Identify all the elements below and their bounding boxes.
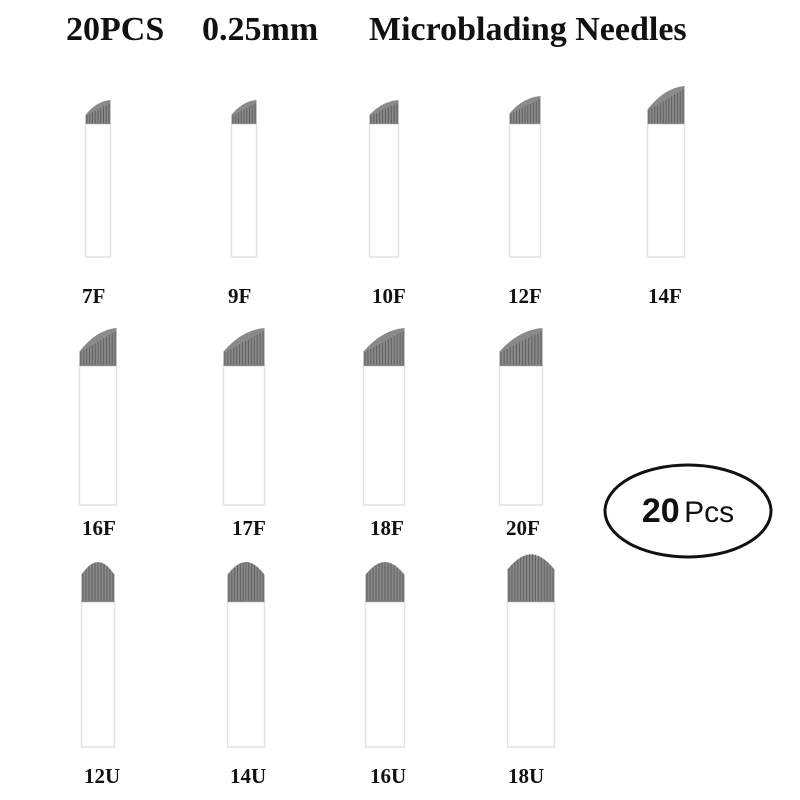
needle-label-14f: 14F bbox=[648, 284, 682, 308]
title-count: 20PCS bbox=[66, 11, 165, 48]
needle-label-16f: 16F bbox=[82, 516, 116, 540]
needle-blade bbox=[499, 328, 543, 366]
needle-graphic bbox=[80, 562, 116, 748]
needle-16f bbox=[78, 328, 118, 506]
needle-label-9f: 9F bbox=[228, 284, 252, 308]
quantity-badge: 20 Pcs bbox=[602, 462, 774, 560]
needle-handle bbox=[498, 365, 544, 506]
needle-handle bbox=[364, 601, 406, 748]
needle-handle bbox=[368, 123, 400, 258]
badge-oval bbox=[603, 463, 773, 559]
needle-label-20f: 20F bbox=[506, 516, 540, 540]
needle-blade bbox=[363, 328, 405, 366]
badge-number: 20 bbox=[641, 492, 680, 530]
needle-9f bbox=[230, 100, 258, 258]
needle-label-12u: 12U bbox=[84, 764, 121, 788]
needle-label-18f: 18F bbox=[370, 516, 404, 540]
needle-handle bbox=[230, 123, 258, 258]
needle-7f bbox=[84, 100, 112, 258]
needle-handle bbox=[226, 601, 266, 748]
needle-label-16u: 16U bbox=[370, 764, 407, 788]
needle-graphic bbox=[230, 100, 258, 258]
needle-handle bbox=[362, 365, 406, 506]
needle-blade bbox=[223, 328, 265, 366]
needle-graphic bbox=[506, 554, 556, 748]
needle-18u bbox=[506, 552, 556, 748]
needle-20f bbox=[498, 328, 544, 506]
needle-12u bbox=[80, 560, 116, 748]
needle-17f bbox=[222, 328, 266, 506]
badge-unit: Pcs bbox=[684, 496, 735, 529]
needle-graphic bbox=[368, 100, 400, 258]
needle-label-10f: 10F bbox=[372, 284, 406, 308]
needle-18f bbox=[362, 328, 406, 506]
needle-label-7f: 7F bbox=[82, 284, 106, 308]
needle-graphic bbox=[646, 86, 686, 258]
needle-16u bbox=[364, 560, 406, 748]
needle-handle bbox=[78, 365, 118, 506]
needle-label-14u: 14U bbox=[230, 764, 267, 788]
needle-graphic bbox=[84, 100, 112, 258]
needle-handle bbox=[646, 123, 686, 258]
needle-handle bbox=[506, 601, 556, 748]
needle-graphic bbox=[362, 328, 406, 506]
title-name: Microblading Needles bbox=[369, 11, 687, 48]
needle-handle bbox=[84, 123, 112, 258]
needle-14u bbox=[226, 560, 266, 748]
needle-label-17f: 17F bbox=[232, 516, 266, 540]
needle-graphic bbox=[226, 562, 266, 748]
needle-handle bbox=[508, 123, 542, 258]
needle-graphic bbox=[508, 96, 542, 258]
needle-label-18u: 18U bbox=[508, 764, 545, 788]
product-title: 20PCS 0.25mm Microblading Needles bbox=[0, 6, 800, 54]
needle-10f bbox=[368, 100, 400, 258]
needle-graphic bbox=[498, 328, 544, 506]
needle-blade bbox=[507, 554, 555, 602]
needle-14f bbox=[646, 86, 686, 258]
needle-handle bbox=[80, 601, 116, 748]
title-size: 0.25mm bbox=[202, 11, 319, 48]
needle-label-12f: 12F bbox=[508, 284, 542, 308]
needle-12f bbox=[508, 96, 542, 258]
needle-graphic bbox=[364, 562, 406, 748]
needle-graphic bbox=[222, 328, 266, 506]
needle-handle bbox=[222, 365, 266, 506]
needle-graphic bbox=[78, 328, 118, 506]
